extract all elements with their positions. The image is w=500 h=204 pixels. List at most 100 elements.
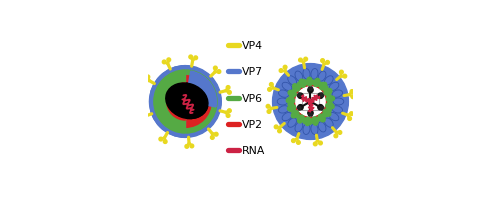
Circle shape [350, 90, 354, 94]
Wedge shape [150, 66, 186, 138]
Text: VP7: VP7 [242, 67, 263, 77]
Ellipse shape [314, 79, 320, 87]
Ellipse shape [308, 113, 311, 116]
Circle shape [298, 59, 302, 63]
Circle shape [146, 76, 150, 79]
Ellipse shape [166, 84, 208, 119]
Ellipse shape [311, 69, 318, 80]
Circle shape [292, 139, 296, 143]
Ellipse shape [320, 93, 322, 96]
Circle shape [228, 91, 231, 95]
Circle shape [284, 66, 287, 70]
Text: RNA: RNA [242, 145, 265, 155]
Ellipse shape [320, 83, 326, 91]
Circle shape [160, 76, 212, 128]
Ellipse shape [278, 91, 289, 98]
Ellipse shape [278, 106, 289, 113]
Ellipse shape [166, 84, 208, 119]
Circle shape [294, 86, 326, 118]
Ellipse shape [305, 118, 310, 126]
Ellipse shape [303, 69, 310, 80]
Ellipse shape [298, 108, 301, 111]
Circle shape [272, 64, 348, 140]
Circle shape [185, 145, 188, 149]
Circle shape [142, 118, 146, 121]
Circle shape [217, 70, 221, 74]
Ellipse shape [288, 105, 296, 111]
Ellipse shape [332, 106, 342, 113]
Circle shape [308, 111, 313, 116]
Circle shape [340, 71, 344, 75]
Ellipse shape [288, 76, 296, 86]
Circle shape [154, 71, 217, 133]
Circle shape [190, 144, 194, 148]
Circle shape [194, 57, 198, 60]
Circle shape [162, 61, 166, 64]
Circle shape [296, 88, 325, 116]
Circle shape [308, 88, 313, 93]
Ellipse shape [277, 99, 288, 105]
Ellipse shape [292, 84, 300, 92]
Ellipse shape [298, 115, 304, 123]
Circle shape [228, 109, 231, 113]
Wedge shape [154, 71, 186, 133]
Circle shape [140, 113, 144, 117]
Ellipse shape [298, 93, 301, 96]
Circle shape [144, 80, 147, 84]
Text: VP2: VP2 [242, 119, 263, 129]
Circle shape [274, 125, 278, 129]
Circle shape [318, 94, 323, 99]
Ellipse shape [311, 124, 318, 135]
Circle shape [320, 59, 324, 63]
Wedge shape [170, 86, 186, 118]
Circle shape [351, 95, 354, 99]
Circle shape [326, 61, 330, 65]
Ellipse shape [332, 91, 342, 98]
Circle shape [334, 134, 338, 138]
Circle shape [267, 110, 271, 114]
Ellipse shape [323, 110, 331, 116]
Circle shape [338, 131, 342, 135]
Text: VP4: VP4 [242, 41, 263, 51]
Ellipse shape [329, 83, 339, 91]
Circle shape [167, 59, 170, 62]
Circle shape [343, 75, 346, 79]
Wedge shape [186, 72, 216, 107]
Circle shape [150, 66, 222, 138]
Circle shape [164, 140, 167, 144]
Ellipse shape [318, 122, 326, 132]
Ellipse shape [329, 113, 339, 121]
Ellipse shape [324, 89, 332, 95]
Circle shape [279, 69, 283, 73]
Ellipse shape [324, 118, 333, 128]
Ellipse shape [292, 111, 299, 118]
Circle shape [278, 129, 281, 133]
Ellipse shape [303, 124, 310, 135]
Circle shape [298, 105, 303, 110]
Circle shape [270, 83, 273, 87]
Circle shape [308, 100, 312, 104]
Circle shape [226, 114, 230, 118]
Ellipse shape [308, 88, 311, 91]
Ellipse shape [286, 98, 295, 104]
Circle shape [214, 67, 217, 71]
Circle shape [318, 141, 322, 145]
Ellipse shape [288, 118, 296, 128]
Circle shape [304, 58, 308, 62]
Ellipse shape [326, 104, 334, 110]
Ellipse shape [295, 122, 302, 132]
Circle shape [314, 142, 317, 146]
Ellipse shape [295, 72, 302, 82]
Ellipse shape [326, 96, 334, 102]
Circle shape [266, 105, 270, 109]
Ellipse shape [310, 88, 312, 91]
Circle shape [318, 105, 323, 110]
Ellipse shape [288, 91, 296, 97]
Ellipse shape [299, 80, 306, 88]
Ellipse shape [320, 107, 324, 109]
Circle shape [350, 112, 354, 116]
Circle shape [159, 137, 162, 141]
Ellipse shape [318, 114, 325, 122]
Circle shape [296, 141, 300, 145]
Text: VP6: VP6 [242, 93, 263, 103]
